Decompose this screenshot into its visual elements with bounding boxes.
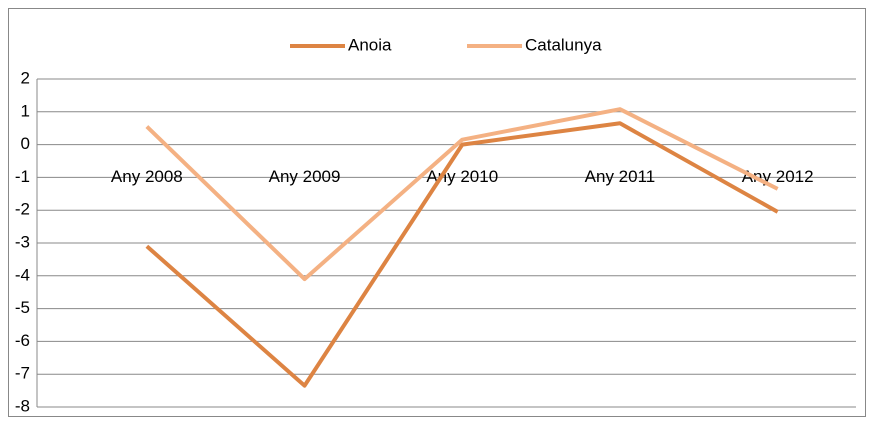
y-tick-label: -7 xyxy=(15,364,30,383)
series-line xyxy=(145,107,779,282)
y-tick-label: -6 xyxy=(15,331,30,350)
y-tick-label: 2 xyxy=(21,68,30,87)
legend-label: Catalunya xyxy=(525,35,602,54)
chart-frame xyxy=(8,8,866,417)
y-tick-label: 1 xyxy=(21,101,30,120)
y-tick-label: 0 xyxy=(21,134,30,153)
x-tick-label: Any 2011 xyxy=(585,167,656,186)
x-tick-label: Any 2009 xyxy=(269,167,341,186)
x-tick-label: Any 2008 xyxy=(111,167,183,186)
y-tick-label: -4 xyxy=(15,265,30,284)
y-tick-label: -1 xyxy=(15,167,30,186)
legend-label: Anoia xyxy=(348,35,392,54)
y-tick-label: -3 xyxy=(15,232,30,251)
series-line xyxy=(145,121,779,388)
y-tick-label: -8 xyxy=(15,396,30,415)
y-tick-label: -2 xyxy=(15,200,30,219)
y-tick-label: -5 xyxy=(15,298,30,317)
